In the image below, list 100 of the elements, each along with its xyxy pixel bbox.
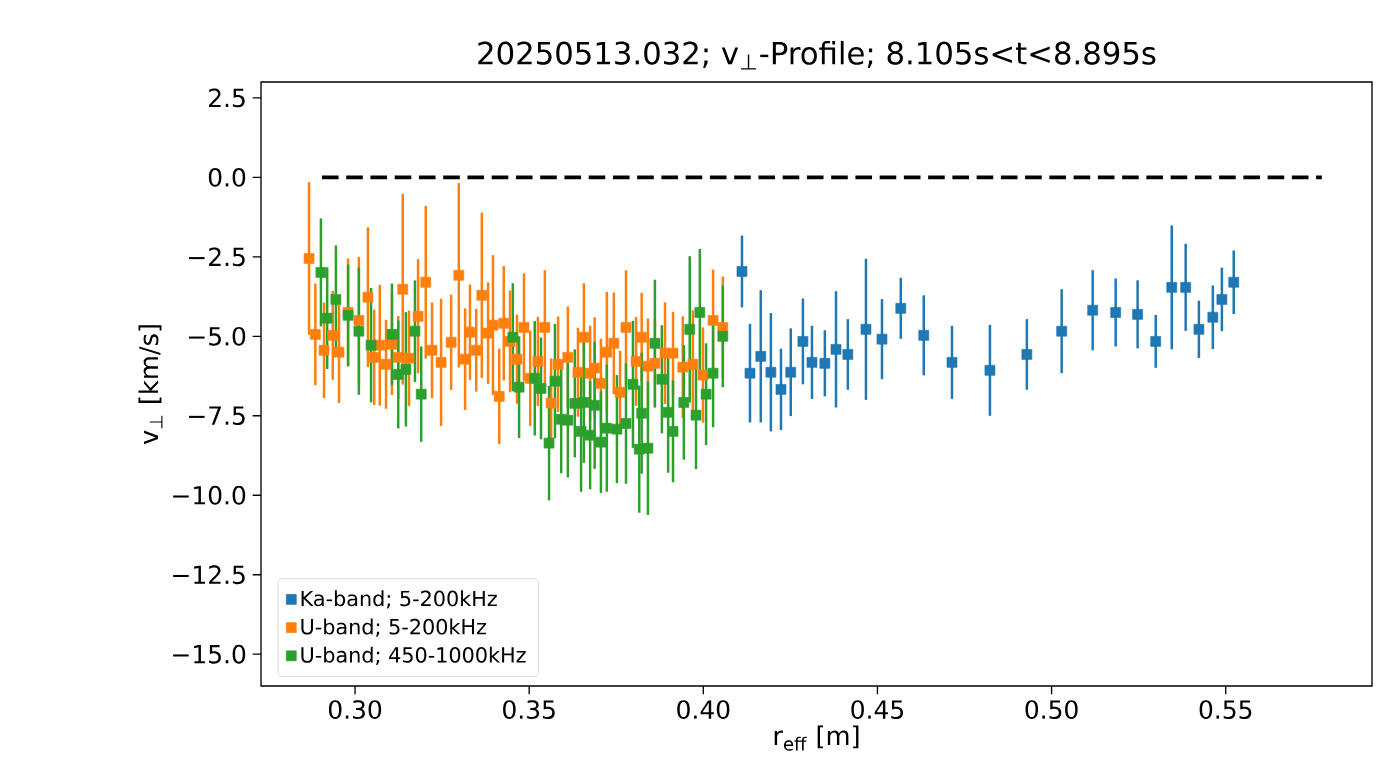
- point: [1166, 282, 1178, 293]
- x-tick-label: 0.55: [1199, 700, 1252, 720]
- x-axis-title: r$_{eff}$ [m]: [774, 725, 859, 751]
- legend-label: U-band; 450-1000kHz: [301, 646, 526, 665]
- point: [642, 442, 654, 454]
- point: [611, 423, 623, 435]
- point: [755, 351, 767, 362]
- point: [318, 344, 330, 356]
- point: [860, 324, 872, 335]
- point: [946, 357, 958, 368]
- point: [627, 379, 639, 390]
- point: [445, 337, 457, 348]
- point: [397, 283, 409, 295]
- point: [595, 378, 607, 389]
- point: [415, 388, 427, 400]
- point: [687, 358, 699, 370]
- legend-label: U-band; 5-200kHz: [301, 618, 487, 637]
- point: [511, 353, 523, 365]
- x-tick-label: 0.30: [328, 700, 382, 720]
- point: [353, 325, 365, 337]
- point: [321, 312, 333, 324]
- point: [435, 357, 447, 368]
- point: [386, 329, 398, 340]
- point: [1150, 336, 1162, 347]
- point: [707, 315, 719, 326]
- point: [545, 397, 557, 409]
- point: [353, 315, 365, 326]
- point: [310, 329, 321, 340]
- point: [717, 330, 729, 342]
- point: [532, 356, 544, 367]
- point: [785, 366, 797, 378]
- point: [584, 429, 596, 441]
- point: [543, 437, 555, 449]
- point: [1180, 282, 1191, 293]
- point: [327, 330, 339, 341]
- point: [578, 397, 590, 408]
- point: [649, 337, 661, 349]
- point: [797, 336, 809, 347]
- x-tick-label: 0.50: [1025, 700, 1078, 720]
- point: [1193, 324, 1205, 335]
- x-tick-label: 0.35: [503, 700, 555, 720]
- point: [630, 356, 642, 367]
- point: [707, 367, 719, 379]
- point: [736, 266, 748, 277]
- point: [386, 338, 398, 350]
- point: [656, 373, 668, 385]
- point: [562, 414, 574, 426]
- point: [876, 333, 888, 345]
- point: [690, 409, 702, 421]
- point: [426, 344, 438, 356]
- point: [303, 253, 315, 264]
- point: [830, 344, 842, 355]
- point: [498, 317, 510, 329]
- point: [412, 310, 424, 322]
- point: [620, 418, 632, 429]
- point: [700, 388, 712, 400]
- point: [535, 383, 547, 394]
- point: [400, 364, 412, 375]
- point: [549, 375, 561, 387]
- point: [453, 269, 465, 281]
- y-tick-label: −7.5: [188, 406, 245, 426]
- point: [572, 366, 584, 378]
- point: [819, 358, 831, 369]
- point: [518, 322, 530, 333]
- point: [684, 324, 696, 335]
- point: [539, 322, 551, 333]
- point: [507, 331, 519, 343]
- point: [620, 322, 632, 333]
- point: [984, 365, 996, 376]
- point: [775, 384, 787, 395]
- point: [744, 367, 756, 379]
- point: [667, 347, 679, 359]
- point: [614, 386, 626, 398]
- y-tick-label: −12.5: [173, 565, 245, 585]
- point: [1207, 311, 1219, 323]
- point: [1087, 304, 1098, 316]
- point: [1021, 349, 1033, 360]
- point: [552, 358, 564, 370]
- point: [420, 276, 432, 288]
- point: [608, 337, 620, 349]
- y-axis-title: v$_{⊥}$ [km/s]: [138, 325, 163, 445]
- point: [842, 349, 854, 360]
- point: [409, 325, 421, 337]
- legend-label: Ka-band; 5-200kHz: [301, 590, 497, 609]
- point: [362, 291, 374, 303]
- point: [470, 344, 482, 356]
- point: [1056, 325, 1067, 337]
- point: [895, 303, 907, 314]
- point: [1110, 307, 1121, 318]
- point: [368, 351, 380, 363]
- point: [636, 331, 647, 343]
- y-tick-label: −5.0: [188, 326, 246, 346]
- x-tick-label: 0.45: [851, 700, 903, 720]
- point: [636, 407, 647, 419]
- point: [601, 346, 613, 358]
- y-tick-label: 0.0: [208, 167, 246, 187]
- point: [578, 331, 590, 343]
- point: [649, 358, 661, 369]
- point: [529, 372, 541, 384]
- point: [513, 381, 525, 393]
